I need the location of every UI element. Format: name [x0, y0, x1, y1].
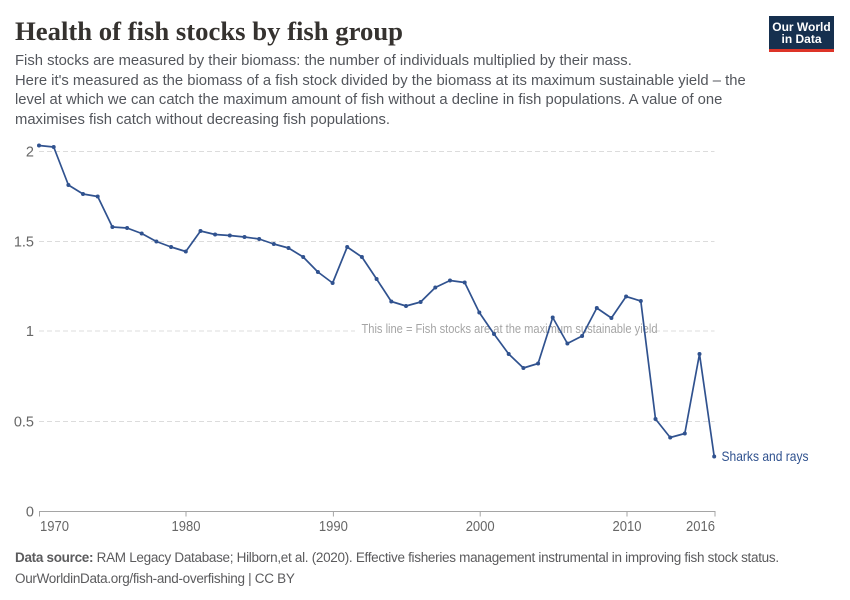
svg-text:1.5: 1.5: [14, 235, 34, 251]
svg-text:2: 2: [26, 145, 34, 161]
svg-text:0.5: 0.5: [14, 415, 34, 431]
svg-text:1980: 1980: [172, 519, 201, 535]
svg-text:2016: 2016: [686, 519, 715, 535]
svg-text:Sharks and rays: Sharks and rays: [722, 448, 809, 464]
svg-text:2000: 2000: [466, 519, 495, 535]
svg-text:1: 1: [26, 324, 34, 340]
svg-text:This line = Fish stocks are at: This line = Fish stocks are at the maxim…: [362, 321, 658, 336]
svg-text:1990: 1990: [319, 519, 348, 535]
svg-text:1970: 1970: [40, 519, 69, 535]
svg-text:2010: 2010: [613, 519, 642, 535]
svg-text:0: 0: [26, 505, 34, 521]
